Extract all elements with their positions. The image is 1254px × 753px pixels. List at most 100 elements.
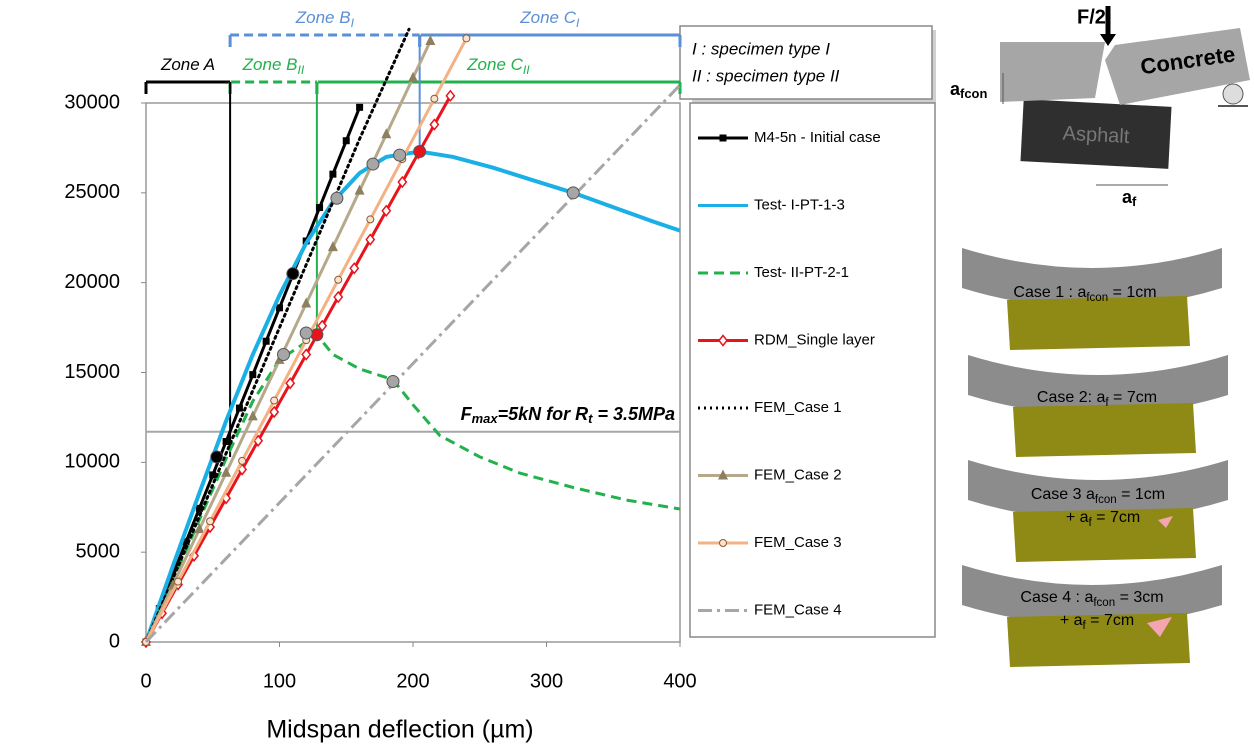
- marker: [408, 71, 418, 82]
- zone-label: Zone A: [160, 55, 215, 74]
- zone-label-part: II: [523, 63, 530, 77]
- marker: [206, 517, 215, 526]
- case-label-part: = 7cm: [1086, 612, 1134, 629]
- marker: [253, 434, 264, 447]
- y-tick-label: 25000: [64, 181, 120, 203]
- series-line: [144, 149, 681, 643]
- case-label-part: + a: [1066, 509, 1089, 526]
- highlight-point: [413, 145, 427, 159]
- legend-marker: [718, 469, 728, 480]
- marker: [301, 297, 312, 308]
- highlight-point: [386, 374, 400, 388]
- marker: [366, 215, 375, 224]
- case-label-part: f: [1105, 397, 1109, 409]
- case-label-part: = 1cm: [1108, 284, 1156, 301]
- marker: [349, 262, 360, 275]
- marker: [430, 94, 439, 103]
- case-label-part: = 7cm: [1109, 389, 1157, 406]
- y-tick-label: 0: [109, 630, 120, 652]
- marker: [356, 103, 364, 111]
- highlight-point: [299, 326, 313, 340]
- case-label-part: + a: [1060, 612, 1083, 629]
- marker: [381, 128, 392, 139]
- reference-label-part: F: [461, 404, 473, 424]
- case-label: Case 4 : afcon = 3cm: [1020, 589, 1163, 609]
- plot-frame: [145, 102, 681, 643]
- legend-marker: [718, 334, 728, 347]
- concrete-left: [1000, 42, 1105, 102]
- case-label-part: fcon: [1086, 292, 1108, 304]
- marker: [333, 290, 344, 304]
- highlight-point: [393, 148, 407, 162]
- case-label-part: fcon: [1095, 494, 1117, 506]
- gap-label-part: a: [950, 79, 961, 99]
- y-tick-label: 15000: [64, 361, 120, 383]
- marker: [269, 405, 280, 419]
- zone-label-part: I: [351, 16, 355, 30]
- case-4-shape: [962, 565, 1222, 667]
- marker: [194, 523, 205, 534]
- legend-label: FEM_Case 3: [754, 534, 842, 551]
- concrete-right: [1105, 28, 1250, 105]
- legend-label: RDM_Single layer: [754, 331, 875, 348]
- marker: [425, 35, 436, 46]
- marker: [354, 184, 365, 195]
- crack-label: af: [1122, 187, 1137, 210]
- marker: [462, 34, 471, 43]
- marker: [247, 410, 258, 421]
- force-label: F/2: [1077, 6, 1106, 28]
- marker: [397, 175, 408, 189]
- marker: [381, 204, 392, 218]
- case-label-part: f: [1089, 517, 1093, 529]
- force-arrow-head: [1100, 34, 1116, 46]
- note-text: II : specimen type II: [692, 66, 840, 85]
- marker: [209, 471, 217, 479]
- marker: [270, 396, 279, 405]
- legend-label: Test- II-PT-2-1: [754, 264, 849, 281]
- highlight-point: [210, 450, 224, 464]
- series-line: [144, 40, 432, 643]
- case-label-part: = 7cm: [1092, 509, 1140, 526]
- x-tick-label: 0: [140, 670, 151, 692]
- series-line: [144, 27, 411, 644]
- series-line: [144, 83, 682, 644]
- zone-label: Zone CI: [519, 8, 580, 30]
- marker: [342, 137, 350, 145]
- y-tick-label: 5000: [76, 540, 121, 562]
- case-label-part: Case 2: a: [1037, 389, 1106, 406]
- marker: [169, 571, 177, 579]
- marker: [429, 118, 440, 131]
- zone-label-part: Zone C: [519, 8, 576, 27]
- series-line: [144, 95, 452, 643]
- marker: [195, 504, 203, 512]
- asphalt-block: [1020, 99, 1172, 169]
- case-2-shape: [968, 355, 1228, 457]
- legend-label: Test- I-PT-1-3: [754, 196, 845, 213]
- crack-label-part: f: [1132, 194, 1137, 209]
- y-tick-label: 10000: [64, 451, 120, 473]
- marker: [327, 241, 338, 252]
- zone-label-part: Zone B: [295, 8, 351, 27]
- case-label: + af = 7cm: [1066, 509, 1140, 529]
- legend-label: FEM_Case 2: [754, 466, 842, 483]
- case-label-part: Case 1 : a: [1013, 284, 1086, 301]
- zone-label-part: Zone B: [242, 55, 298, 74]
- highlight-point: [566, 186, 580, 200]
- marker: [317, 319, 328, 332]
- case-label: Case 3 afcon = 1cm: [1031, 486, 1165, 506]
- highlight-point: [310, 328, 324, 342]
- case-label-part: fcon: [1093, 597, 1115, 609]
- reference-label-part: max: [472, 411, 499, 426]
- diagram: [962, 6, 1250, 667]
- legend-label: M4-5n - Initial case: [754, 129, 881, 146]
- reference-label-part: =5kN for R: [498, 404, 589, 424]
- zone-label-part: II: [297, 63, 304, 77]
- marker: [249, 371, 257, 379]
- case-label: Case 1 : afcon = 1cm: [1013, 284, 1156, 304]
- case-label: + af = 7cm: [1060, 612, 1134, 632]
- marker: [334, 275, 343, 284]
- marker: [276, 304, 283, 312]
- series-line: [144, 332, 681, 643]
- zone-label: Zone CII: [466, 55, 530, 77]
